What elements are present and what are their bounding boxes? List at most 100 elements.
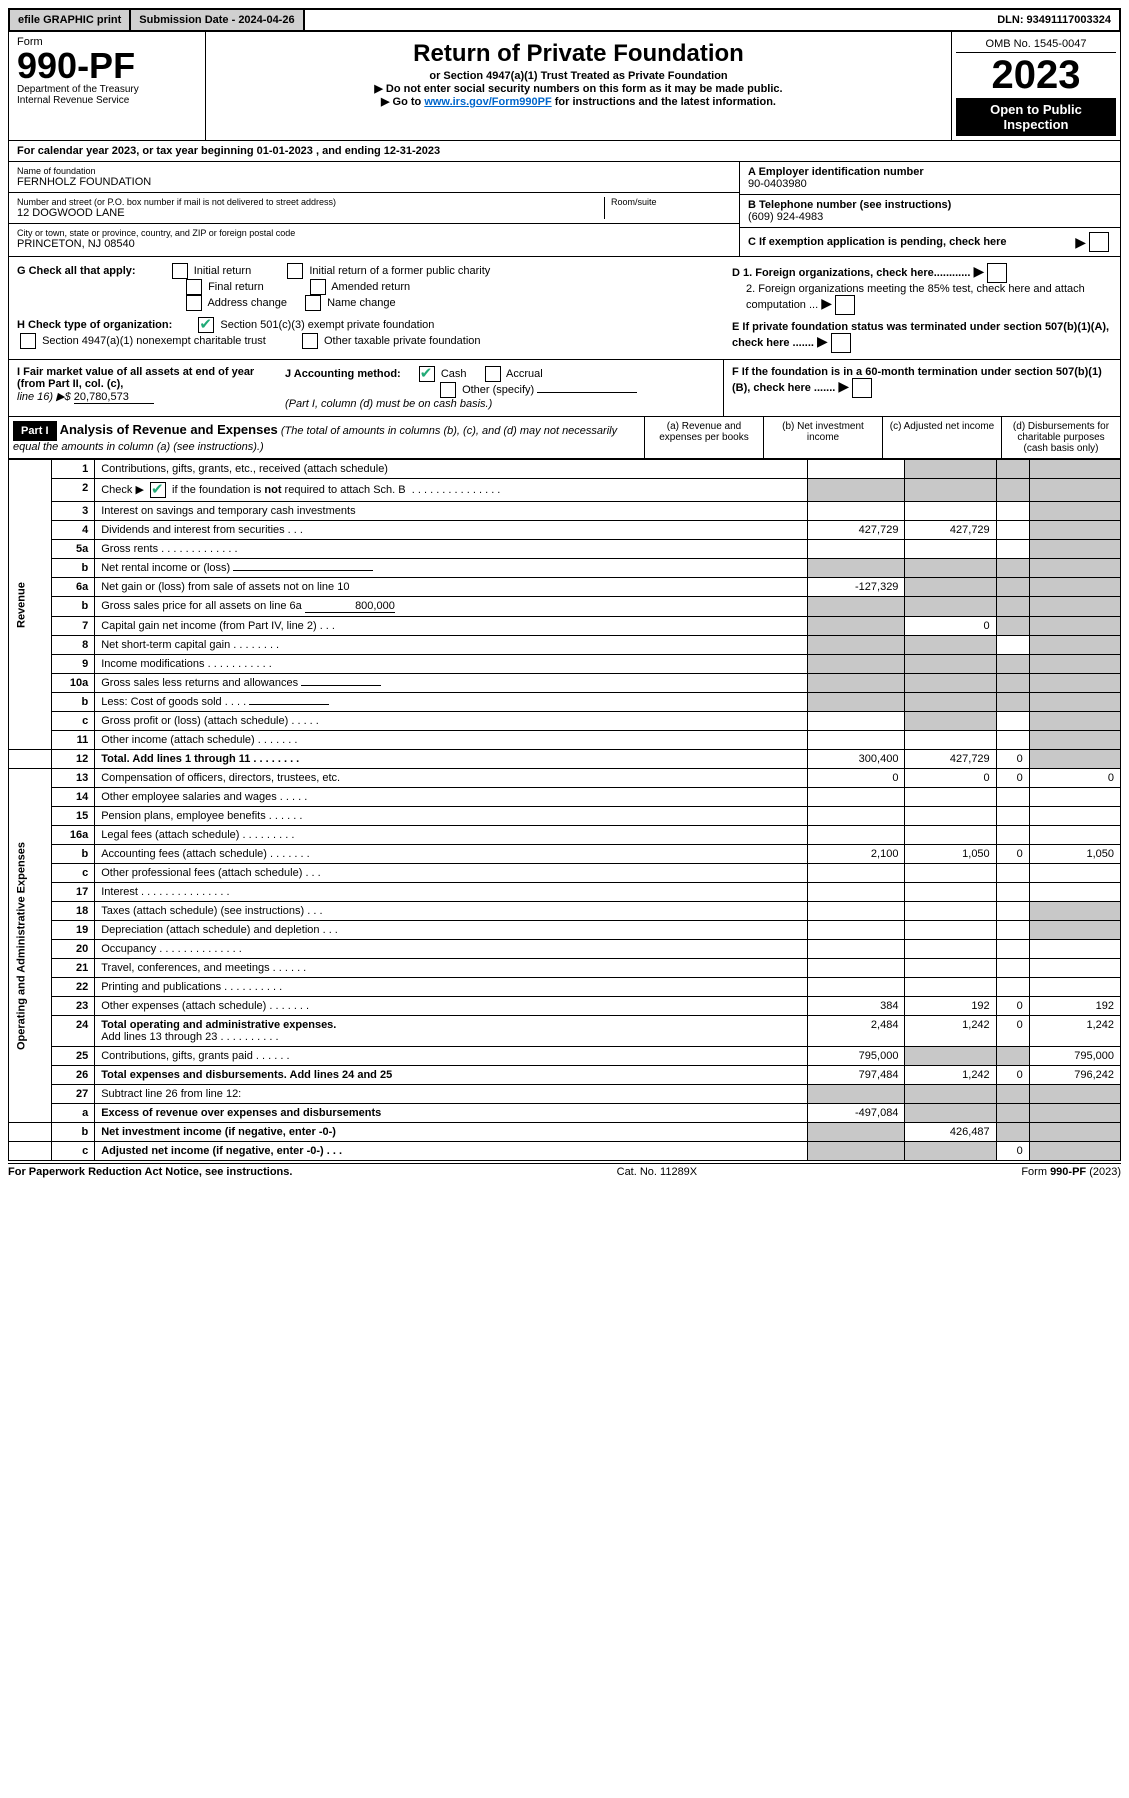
note2-pre: ▶ Go to (381, 96, 424, 108)
4947-checkbox[interactable] (20, 333, 36, 349)
city-state-zip: PRINCETON, NJ 08540 (17, 238, 731, 250)
table-row: 12Total. Add lines 1 through 11 . . . . … (9, 750, 1121, 769)
val-16ba: 2,100 (807, 845, 905, 864)
d2-checkbox[interactable] (835, 295, 855, 315)
val-13a: 0 (807, 769, 905, 788)
street-address: 12 DOGWOOD LANE (17, 207, 604, 219)
schb-checkbox[interactable] (150, 482, 166, 498)
line-16b: Accounting fees (attach schedule) . . . … (95, 845, 808, 864)
line-10c: Gross profit or (loss) (attach schedule)… (95, 712, 808, 731)
calendar-year: For calendar year 2023, or tax year begi… (8, 141, 1121, 162)
table-row: cAdjusted net income (if negative, enter… (9, 1142, 1121, 1161)
g-o6: Name change (327, 297, 396, 309)
f-checkbox[interactable] (852, 378, 872, 398)
efile-button[interactable]: efile GRAPHIC print (10, 10, 131, 30)
g-o5: Address change (207, 297, 287, 309)
name-label: Name of foundation (17, 166, 731, 176)
address-change-checkbox[interactable] (186, 295, 202, 311)
table-row: 14Other employee salaries and wages . . … (9, 788, 1121, 807)
val-25d: 795,000 (1029, 1047, 1120, 1066)
name-change-checkbox[interactable] (305, 295, 321, 311)
table-row: 21Travel, conferences, and meetings . . … (9, 959, 1121, 978)
line-8: Net short-term capital gain . . . . . . … (95, 636, 808, 655)
line-9: Income modifications . . . . . . . . . .… (95, 655, 808, 674)
form-header: Form 990-PF Department of the Treasury I… (8, 32, 1121, 141)
initial-former-checkbox[interactable] (287, 263, 303, 279)
line-11: Other income (attach schedule) . . . . .… (95, 731, 808, 750)
final-return-checkbox[interactable] (186, 279, 202, 295)
val-6b: 800,000 (305, 600, 395, 613)
initial-return-checkbox[interactable] (172, 263, 188, 279)
cash-checkbox[interactable] (419, 366, 435, 382)
c-label: C If exemption application is pending, c… (748, 236, 1075, 248)
line-27c: Adjusted net income (if negative, enter … (95, 1142, 808, 1161)
line-6a: Net gain or (loss) from sale of assets n… (95, 578, 808, 597)
table-row: bNet rental income or (loss) (9, 559, 1121, 578)
amended-return-checkbox[interactable] (310, 279, 326, 295)
table-row: 10aGross sales less returns and allowanc… (9, 674, 1121, 693)
g-o3: Final return (208, 281, 264, 293)
line-23: Other expenses (attach schedule) . . . .… (95, 997, 808, 1016)
table-row: 3Interest on savings and temporary cash … (9, 502, 1121, 521)
tax-year: 2023 (956, 53, 1116, 98)
j-accrual: Accrual (506, 368, 543, 380)
line-5b: Net rental income or (loss) (95, 559, 808, 578)
j-other: Other (specify) (462, 384, 534, 396)
note2-post: for instructions and the latest informat… (555, 96, 776, 108)
revenue-side-label: Revenue (9, 460, 52, 750)
val-13b: 0 (905, 769, 996, 788)
phone: (609) 924-4983 (748, 211, 1112, 223)
dln: DLN: 93491117003324 (989, 10, 1119, 30)
form990pf-link[interactable]: www.irs.gov/Form990PF (424, 96, 551, 108)
note-2: ▶ Go to www.irs.gov/Form990PF for instru… (216, 95, 941, 108)
val-23b: 192 (905, 997, 996, 1016)
i-line: line 16) ▶$ (17, 391, 74, 403)
section-i-j-f: I Fair market value of all assets at end… (8, 360, 1121, 417)
line-10b: Less: Cost of goods sold . . . . (95, 693, 808, 712)
table-row: 4Dividends and interest from securities … (9, 521, 1121, 540)
table-row: 22Printing and publications . . . . . . … (9, 978, 1121, 997)
val-26c: 0 (996, 1066, 1029, 1085)
h-o1: Section 501(c)(3) exempt private foundat… (220, 319, 434, 331)
accrual-checkbox[interactable] (485, 366, 501, 382)
other-method-checkbox[interactable] (440, 382, 456, 398)
val-25a: 795,000 (807, 1047, 905, 1066)
other-taxable-checkbox[interactable] (302, 333, 318, 349)
omb-no: OMB No. 1545-0047 (956, 36, 1116, 53)
entity-info: Name of foundation FERNHOLZ FOUNDATION N… (8, 162, 1121, 257)
line-27: Subtract line 26 from line 12: (95, 1085, 808, 1104)
part1-table: Revenue 1Contributions, gifts, grants, e… (8, 459, 1121, 1161)
line-12: Total. Add lines 1 through 11 . . . . . … (95, 750, 808, 769)
val-23d: 192 (1029, 997, 1120, 1016)
val-12c: 0 (996, 750, 1029, 769)
val-12b: 427,729 (905, 750, 996, 769)
col-a-header: (a) Revenue and expenses per books (644, 417, 763, 458)
line-14: Other employee salaries and wages . . . … (95, 788, 808, 807)
table-row: cOther professional fees (attach schedul… (9, 864, 1121, 883)
dept-2: Internal Revenue Service (17, 95, 197, 106)
val-27b: 426,487 (905, 1123, 996, 1142)
line-6b: Gross sales price for all assets on line… (95, 597, 808, 617)
line-16c: Other professional fees (attach schedule… (95, 864, 808, 883)
line-27b: Net investment income (if negative, ente… (95, 1123, 808, 1142)
top-bar: efile GRAPHIC print Submission Date - 20… (8, 8, 1121, 32)
line-19: Depreciation (attach schedule) and deple… (95, 921, 808, 940)
line-18: Taxes (attach schedule) (see instruction… (95, 902, 808, 921)
line-2: Check ▶ if the foundation is not require… (95, 479, 808, 502)
table-row: 23Other expenses (attach schedule) . . .… (9, 997, 1121, 1016)
table-row: 6aNet gain or (loss) from sale of assets… (9, 578, 1121, 597)
line-22: Printing and publications . . . . . . . … (95, 978, 808, 997)
j-label: J Accounting method: (285, 368, 401, 380)
table-row: 24Total operating and administrative exp… (9, 1016, 1121, 1047)
g-o4: Amended return (331, 281, 410, 293)
c-checkbox[interactable] (1089, 232, 1109, 252)
d1-checkbox[interactable] (987, 263, 1007, 283)
e-checkbox[interactable] (831, 333, 851, 353)
form-title: Return of Private Foundation (216, 40, 941, 68)
val-24b: 1,242 (905, 1016, 996, 1047)
line-3: Interest on savings and temporary cash i… (95, 502, 808, 521)
val-4a: 427,729 (807, 521, 905, 540)
val-16bd: 1,050 (1029, 845, 1120, 864)
g-o1: Initial return (194, 265, 251, 277)
501c3-checkbox[interactable] (198, 317, 214, 333)
